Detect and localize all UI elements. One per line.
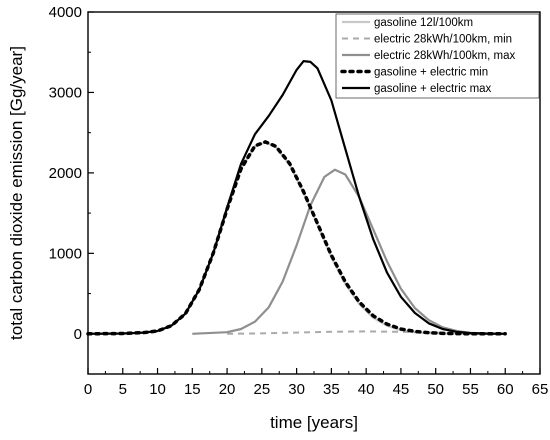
x-tick-label: 40 [358, 381, 375, 398]
legend-label-4: gasoline + electric min [374, 67, 488, 79]
y-axis-title: total carbon dioxide emission [Gg/year] [7, 46, 26, 340]
x-tick-label: 5 [119, 381, 127, 398]
y-tick-label: 0 [74, 326, 82, 343]
legend-label-2: electric 28kWh/100km, min [374, 34, 512, 46]
y-tick-label: 1000 [49, 245, 82, 262]
x-tick-label: 35 [323, 381, 340, 398]
legend-label-5: gasoline + electric max [374, 83, 492, 95]
y-axis-ticks: 0 1000 2000 3000 4000 [49, 4, 94, 343]
legend: gasoline 12l/100km electric 28kWh/100km, … [335, 13, 540, 99]
series-line-5 [87, 59, 506, 335]
x-tick-label: 10 [149, 381, 166, 398]
x-tick-label: 50 [427, 381, 444, 398]
y-tick-label: 4000 [49, 4, 82, 21]
x-tick-label: 45 [393, 381, 410, 398]
x-tick-label: 15 [184, 381, 201, 398]
x-tick-label: 25 [254, 381, 271, 398]
x-axis-title: time [years] [270, 413, 358, 432]
x-tick-label: 30 [288, 381, 305, 398]
series-line-3 [192, 168, 506, 335]
x-tick-label: 60 [497, 381, 514, 398]
x-tick-label: 65 [532, 381, 549, 398]
y-tick-label: 2000 [49, 165, 82, 182]
series-layer [86, 59, 507, 336]
y-tick-label: 3000 [49, 84, 82, 101]
legend-label-3: electric 28kWh/100km, max [374, 50, 515, 62]
legend-label-1: gasoline 12l/100km [374, 17, 473, 29]
series-line-4 [86, 140, 507, 336]
x-tick-label: 55 [462, 381, 479, 398]
x-tick-label: 20 [219, 381, 236, 398]
x-tick-label: 0 [84, 381, 92, 398]
x-axis-ticks: 0 5 10 15 20 25 30 35 40 45 50 55 60 65 [84, 368, 549, 398]
